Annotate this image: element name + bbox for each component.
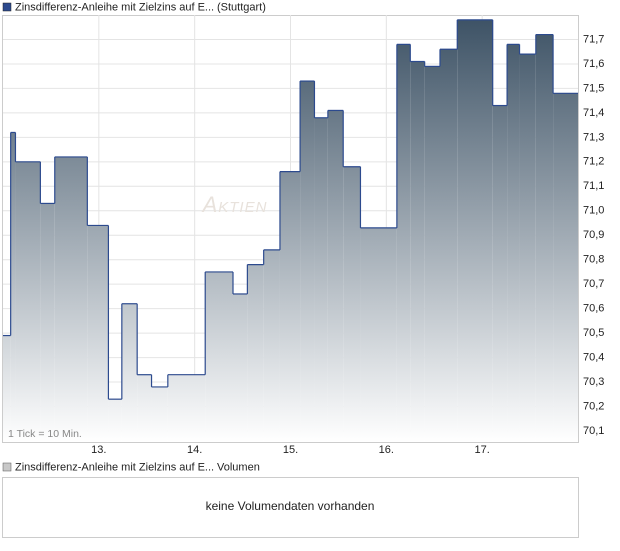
area-step [15,161,41,442]
y-tick-label: 71,7 [583,33,604,45]
area-step [360,227,397,442]
y-tick-label: 71,1 [583,180,604,192]
y-tick-label: 70,2 [583,400,604,412]
area-step [3,335,11,442]
y-tick-label: 71,2 [583,156,604,168]
y-tick-label: 71,5 [583,82,604,94]
area-step [10,132,16,443]
volume-label: Volumen [217,461,260,473]
area-step [492,105,508,442]
area-step [121,303,138,442]
area-step [279,171,301,442]
volume-frame [2,477,579,538]
y-tick-label: 70,5 [583,327,604,339]
y-tick-label: 70,4 [583,351,604,363]
area-step [40,203,55,442]
area-step [54,156,88,442]
area-step [410,61,425,443]
area-step [519,54,536,443]
area-step [440,49,458,443]
legend-swatch [2,462,12,472]
area-step [137,374,152,442]
x-tick-label: 14. [187,444,202,456]
x-tick-label: 16. [379,444,394,456]
y-tick-label: 70,6 [583,303,604,315]
y-tick-label: 71,6 [583,58,604,70]
tick-note: 1 Tick = 10 Min. [8,428,82,440]
area-step [343,166,361,442]
volume-title: Zinsdifferenz-Anleihe mit Zielzins auf E… [15,461,214,473]
area-step [457,19,493,442]
watermark: Aktien [201,192,268,217]
area-step [205,271,233,442]
area-step [535,34,554,443]
y-tick-label: 70,1 [583,425,604,437]
y-tick-label: 70,3 [583,376,604,388]
volume-message: keine Volumendaten vorhanden [206,499,375,513]
x-tick-label: 17. [475,444,490,456]
y-tick-label: 71,4 [583,107,604,119]
area-step [233,293,248,442]
x-tick-label: 13. [91,444,106,456]
area-step [314,117,328,443]
area-step [151,386,168,442]
x-tick-label: 15. [283,444,298,456]
y-tick-label: 70,9 [583,229,604,241]
area-step [300,81,315,442]
area-step [87,225,109,442]
y-tick-label: 70,8 [583,254,604,266]
area-step [247,264,264,442]
area-step [507,44,520,443]
plot-area [3,15,578,443]
exchange: (Stuttgart) [217,1,266,13]
area-step [424,66,440,443]
area-step [396,44,411,443]
area-step [108,399,122,442]
area-step [327,110,344,442]
y-tick-label: 70,7 [583,278,604,290]
area-step [263,249,280,442]
y-tick-label: 71,0 [583,205,604,217]
chart-title: Zinsdifferenz-Anleihe mit Zielzins auf E… [15,1,214,13]
legend-swatch [2,2,12,12]
area-step [167,374,206,442]
area-step [553,93,578,443]
y-tick-label: 71,3 [583,131,604,143]
